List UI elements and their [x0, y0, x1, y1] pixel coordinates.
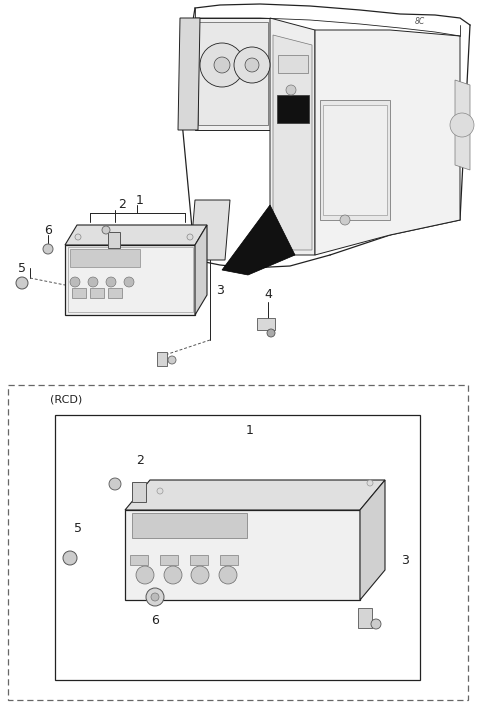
Text: 1: 1 — [246, 423, 254, 437]
Bar — [68, 247, 193, 312]
Text: 5: 5 — [18, 261, 26, 275]
Bar — [70, 249, 140, 267]
Circle shape — [234, 47, 270, 83]
Bar — [55, 415, 420, 680]
Circle shape — [102, 226, 110, 234]
Circle shape — [191, 566, 209, 584]
Circle shape — [124, 277, 134, 287]
Circle shape — [187, 234, 193, 240]
Polygon shape — [195, 18, 270, 130]
Polygon shape — [178, 18, 200, 130]
Text: 2: 2 — [136, 454, 144, 466]
Polygon shape — [315, 30, 460, 255]
Circle shape — [219, 566, 237, 584]
Polygon shape — [455, 80, 470, 170]
Text: 6: 6 — [151, 613, 159, 626]
Bar — [90, 288, 104, 298]
Circle shape — [43, 244, 53, 254]
Bar — [132, 482, 146, 502]
Bar — [278, 55, 308, 73]
Circle shape — [106, 277, 116, 287]
Polygon shape — [273, 35, 312, 250]
Text: 6: 6 — [44, 224, 52, 236]
Polygon shape — [320, 100, 390, 220]
Circle shape — [151, 593, 159, 601]
Text: 1: 1 — [136, 194, 144, 207]
Bar — [160, 555, 178, 565]
Circle shape — [157, 488, 163, 494]
Text: 2: 2 — [118, 199, 126, 212]
Circle shape — [168, 356, 176, 364]
Circle shape — [200, 43, 244, 87]
Polygon shape — [360, 480, 385, 600]
Circle shape — [367, 480, 373, 486]
Circle shape — [164, 566, 182, 584]
Polygon shape — [222, 205, 295, 275]
Text: 3: 3 — [216, 283, 224, 297]
Polygon shape — [125, 480, 385, 510]
Bar — [190, 555, 208, 565]
Polygon shape — [323, 105, 387, 215]
Circle shape — [286, 85, 296, 95]
Polygon shape — [65, 245, 195, 315]
Circle shape — [109, 478, 121, 490]
Polygon shape — [65, 225, 207, 245]
Polygon shape — [270, 18, 315, 255]
Bar — [277, 95, 309, 123]
Bar — [108, 232, 120, 248]
Circle shape — [450, 113, 474, 137]
Circle shape — [340, 215, 350, 225]
Circle shape — [70, 277, 80, 287]
Circle shape — [146, 588, 164, 606]
Circle shape — [136, 566, 154, 584]
Circle shape — [88, 277, 98, 287]
Circle shape — [16, 277, 28, 289]
Bar — [130, 555, 148, 565]
Bar — [108, 288, 122, 298]
Bar — [72, 288, 86, 298]
Polygon shape — [198, 22, 268, 125]
Bar — [220, 555, 238, 565]
Circle shape — [371, 619, 381, 629]
Text: 8C: 8C — [415, 18, 425, 26]
Bar — [157, 352, 167, 366]
Text: (RCD): (RCD) — [50, 395, 82, 405]
Bar — [257, 318, 275, 330]
Bar — [358, 608, 372, 628]
Text: 5: 5 — [74, 522, 82, 535]
Bar — [132, 513, 247, 538]
Polygon shape — [125, 510, 360, 600]
Circle shape — [214, 57, 230, 73]
Circle shape — [245, 58, 259, 72]
Circle shape — [63, 551, 77, 565]
Text: 4: 4 — [264, 288, 272, 302]
Polygon shape — [195, 225, 207, 315]
Circle shape — [75, 234, 81, 240]
Circle shape — [267, 329, 275, 337]
Text: 3: 3 — [401, 554, 409, 567]
Polygon shape — [190, 200, 230, 260]
